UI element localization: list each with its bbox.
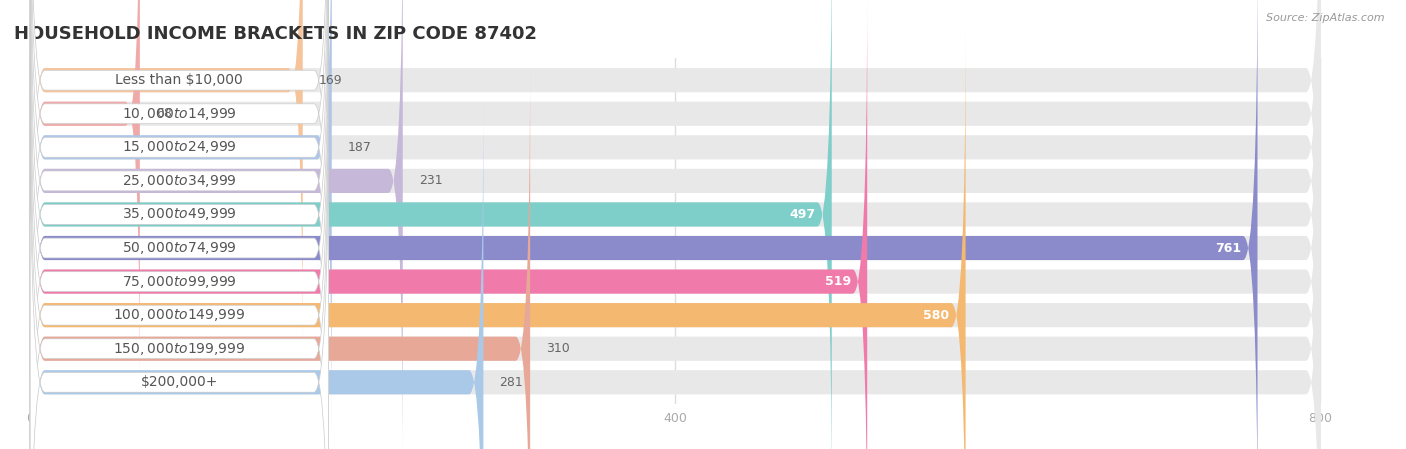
Text: HOUSEHOLD INCOME BRACKETS IN ZIP CODE 87402: HOUSEHOLD INCOME BRACKETS IN ZIP CODE 87… <box>14 25 537 43</box>
Text: 231: 231 <box>419 174 443 187</box>
FancyBboxPatch shape <box>30 0 302 370</box>
Text: $15,000 to $24,999: $15,000 to $24,999 <box>122 139 236 155</box>
FancyBboxPatch shape <box>30 25 1320 449</box>
FancyBboxPatch shape <box>30 90 329 449</box>
FancyBboxPatch shape <box>30 0 868 449</box>
FancyBboxPatch shape <box>30 0 139 404</box>
FancyBboxPatch shape <box>30 0 402 449</box>
Text: 169: 169 <box>319 74 343 87</box>
Text: $25,000 to $34,999: $25,000 to $34,999 <box>122 173 236 189</box>
FancyBboxPatch shape <box>30 92 1320 449</box>
Text: 310: 310 <box>547 342 569 355</box>
Text: 281: 281 <box>499 376 523 389</box>
FancyBboxPatch shape <box>30 0 329 449</box>
FancyBboxPatch shape <box>30 0 1320 449</box>
FancyBboxPatch shape <box>30 0 329 372</box>
FancyBboxPatch shape <box>30 57 329 449</box>
FancyBboxPatch shape <box>30 23 329 449</box>
FancyBboxPatch shape <box>30 0 332 437</box>
FancyBboxPatch shape <box>30 0 1320 437</box>
Text: Less than $10,000: Less than $10,000 <box>115 73 243 87</box>
Text: 580: 580 <box>924 308 949 321</box>
FancyBboxPatch shape <box>30 59 530 449</box>
Text: 187: 187 <box>347 141 371 154</box>
Text: $50,000 to $74,999: $50,000 to $74,999 <box>122 240 236 256</box>
FancyBboxPatch shape <box>30 0 329 440</box>
Text: $100,000 to $149,999: $100,000 to $149,999 <box>112 307 246 323</box>
FancyBboxPatch shape <box>30 92 484 449</box>
Text: 68: 68 <box>156 107 172 120</box>
FancyBboxPatch shape <box>30 0 329 449</box>
FancyBboxPatch shape <box>30 0 1320 449</box>
Text: 519: 519 <box>825 275 851 288</box>
FancyBboxPatch shape <box>30 0 1257 449</box>
Text: $150,000 to $199,999: $150,000 to $199,999 <box>112 341 246 357</box>
FancyBboxPatch shape <box>30 0 1320 449</box>
Text: 761: 761 <box>1215 242 1241 255</box>
Text: $10,000 to $14,999: $10,000 to $14,999 <box>122 106 236 122</box>
Text: Source: ZipAtlas.com: Source: ZipAtlas.com <box>1267 13 1385 23</box>
FancyBboxPatch shape <box>30 25 966 449</box>
FancyBboxPatch shape <box>30 0 1320 370</box>
FancyBboxPatch shape <box>30 0 329 406</box>
Text: $75,000 to $99,999: $75,000 to $99,999 <box>122 273 236 290</box>
FancyBboxPatch shape <box>30 0 1320 449</box>
FancyBboxPatch shape <box>30 0 329 449</box>
Text: 497: 497 <box>790 208 815 221</box>
FancyBboxPatch shape <box>30 0 832 449</box>
FancyBboxPatch shape <box>30 0 1320 404</box>
FancyBboxPatch shape <box>30 0 329 449</box>
Text: $200,000+: $200,000+ <box>141 375 218 389</box>
FancyBboxPatch shape <box>30 59 1320 449</box>
Text: $35,000 to $49,999: $35,000 to $49,999 <box>122 207 236 222</box>
